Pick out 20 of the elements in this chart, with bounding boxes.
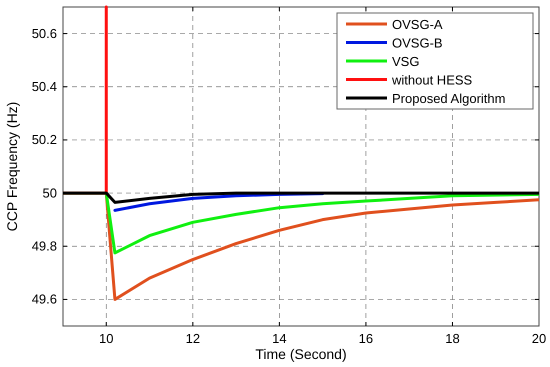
- x-tick-label: 18: [445, 331, 460, 346]
- legend-label: Proposed Algorithm: [392, 91, 506, 106]
- line-series: [63, 192, 539, 204]
- y-tick-label: 50.6: [32, 26, 57, 41]
- x-tick-label: 12: [186, 331, 200, 346]
- x-tick-label: 20: [532, 331, 546, 346]
- y-tick-label: 49.8: [32, 238, 57, 254]
- legend-label: OVSG-B: [392, 36, 443, 50]
- x-tick-label: 10: [99, 331, 114, 346]
- y-tick-label: 49.6: [32, 292, 57, 307]
- y-tick-label: 50.4: [32, 78, 57, 94]
- legend-label: OVSG-A: [392, 17, 443, 32]
- y-tick-label: 50.2: [32, 132, 57, 148]
- y-tick-label: 50: [42, 185, 57, 200]
- legend-label: VSG: [392, 54, 420, 69]
- y-axis-title: CCP Frequency (Hz): [4, 102, 20, 232]
- x-tick-label: 14: [272, 331, 287, 346]
- legend-label: without HESS: [391, 72, 473, 88]
- x-tick-label: 16: [358, 331, 374, 346]
- x-axis-title: Time (Second): [255, 346, 347, 362]
